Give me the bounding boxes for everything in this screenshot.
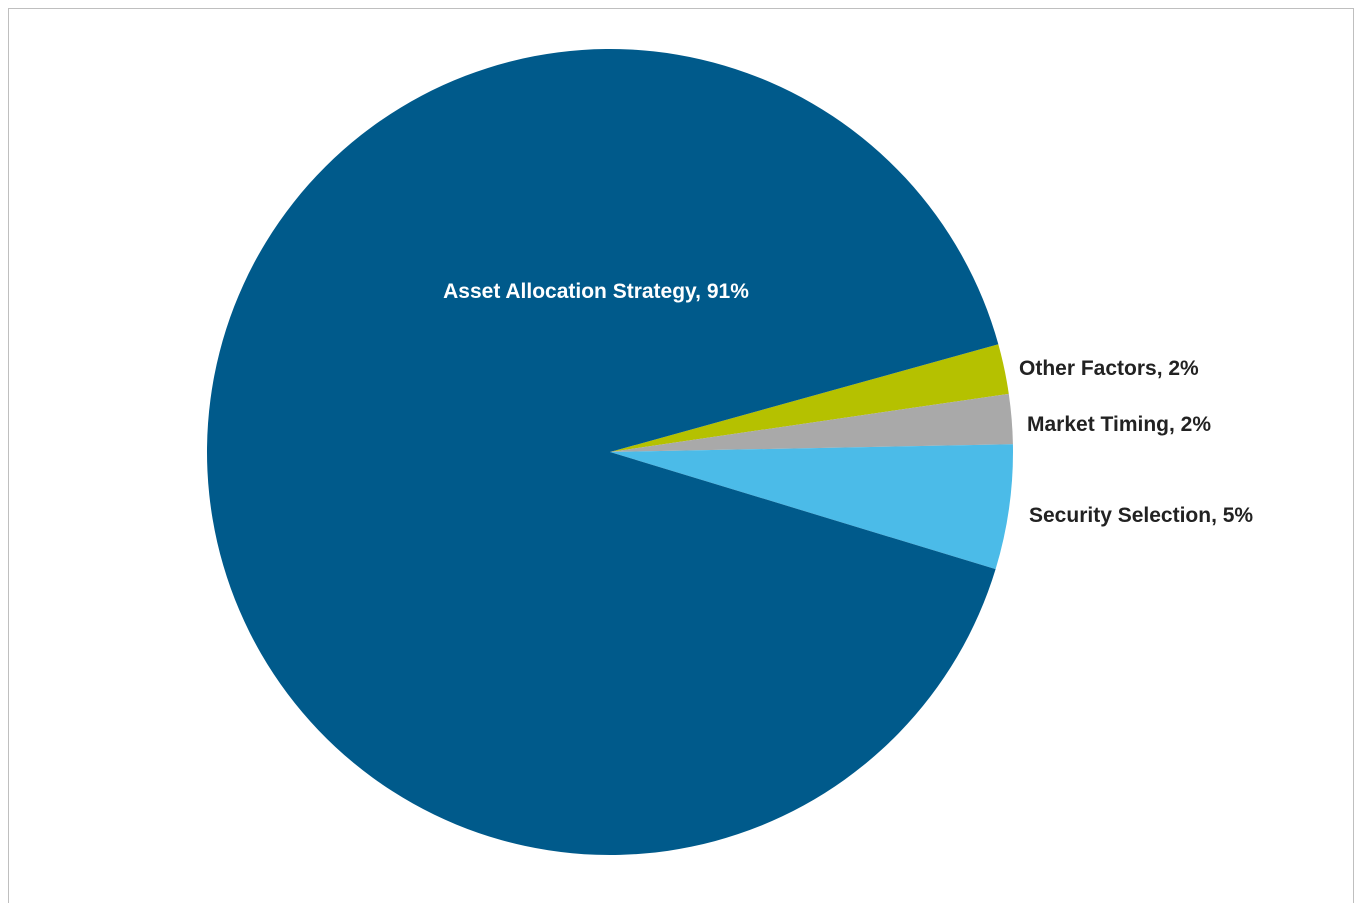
pie-slice — [610, 344, 1009, 452]
data-label: Market Timing, 2% — [1027, 413, 1211, 436]
data-label: Other Factors, 2% — [1019, 357, 1199, 380]
data-label: Asset Allocation Strategy, 91% — [443, 280, 749, 303]
pie-slice — [610, 444, 1013, 570]
pie-slice — [610, 393, 1013, 452]
pie-slice — [206, 48, 999, 856]
data-label: Security Selection, 5% — [1029, 504, 1254, 527]
